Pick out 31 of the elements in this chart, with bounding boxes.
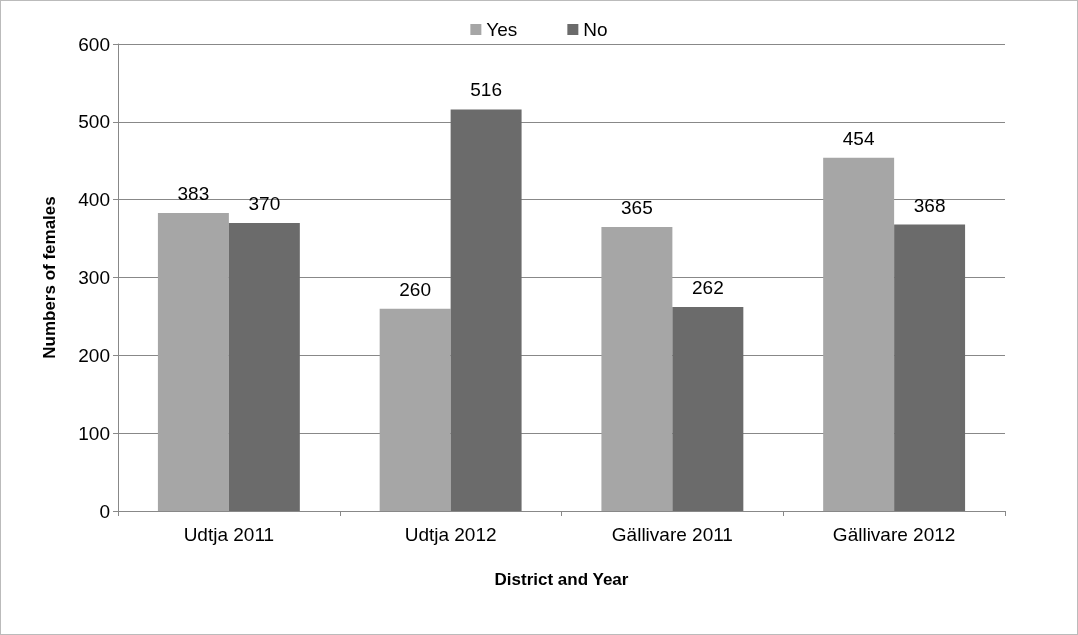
x-axis-title: District and Year	[494, 570, 629, 589]
y-tick-label: 500	[78, 111, 110, 133]
bar	[450, 109, 522, 511]
x-tick-label: Gällivare 2012	[832, 524, 956, 545]
bar	[379, 308, 451, 511]
x-tick-label: Gällivare 2011	[611, 524, 733, 545]
x-tick-label: Udtja 2012	[404, 524, 497, 545]
x-tick-label: Udtja 2011	[183, 524, 275, 545]
y-tick-label: 400	[78, 189, 110, 211]
data-label: 260	[399, 278, 431, 300]
bar	[157, 212, 229, 511]
y-tick-label: 0	[99, 500, 110, 522]
bar	[228, 223, 300, 511]
legend-label: No	[583, 19, 608, 40]
bar	[823, 157, 895, 511]
y-axis-title: Numbers of females	[40, 196, 59, 359]
data-label: 368	[913, 194, 946, 216]
data-label: 516	[470, 79, 502, 101]
bar	[894, 224, 966, 511]
y-tick-label: 600	[78, 33, 110, 55]
bar	[601, 226, 673, 511]
data-label: 383	[177, 182, 210, 204]
data-label: 262	[692, 277, 724, 299]
bar	[672, 307, 744, 511]
data-label: 365	[621, 196, 653, 218]
y-tick-label: 300	[78, 267, 110, 288]
legend-label: Yes	[486, 19, 518, 40]
data-label: 370	[248, 193, 281, 215]
y-tick-label: 200	[78, 344, 110, 366]
data-label: 454	[842, 127, 875, 149]
y-tick-label: 100	[78, 422, 110, 444]
